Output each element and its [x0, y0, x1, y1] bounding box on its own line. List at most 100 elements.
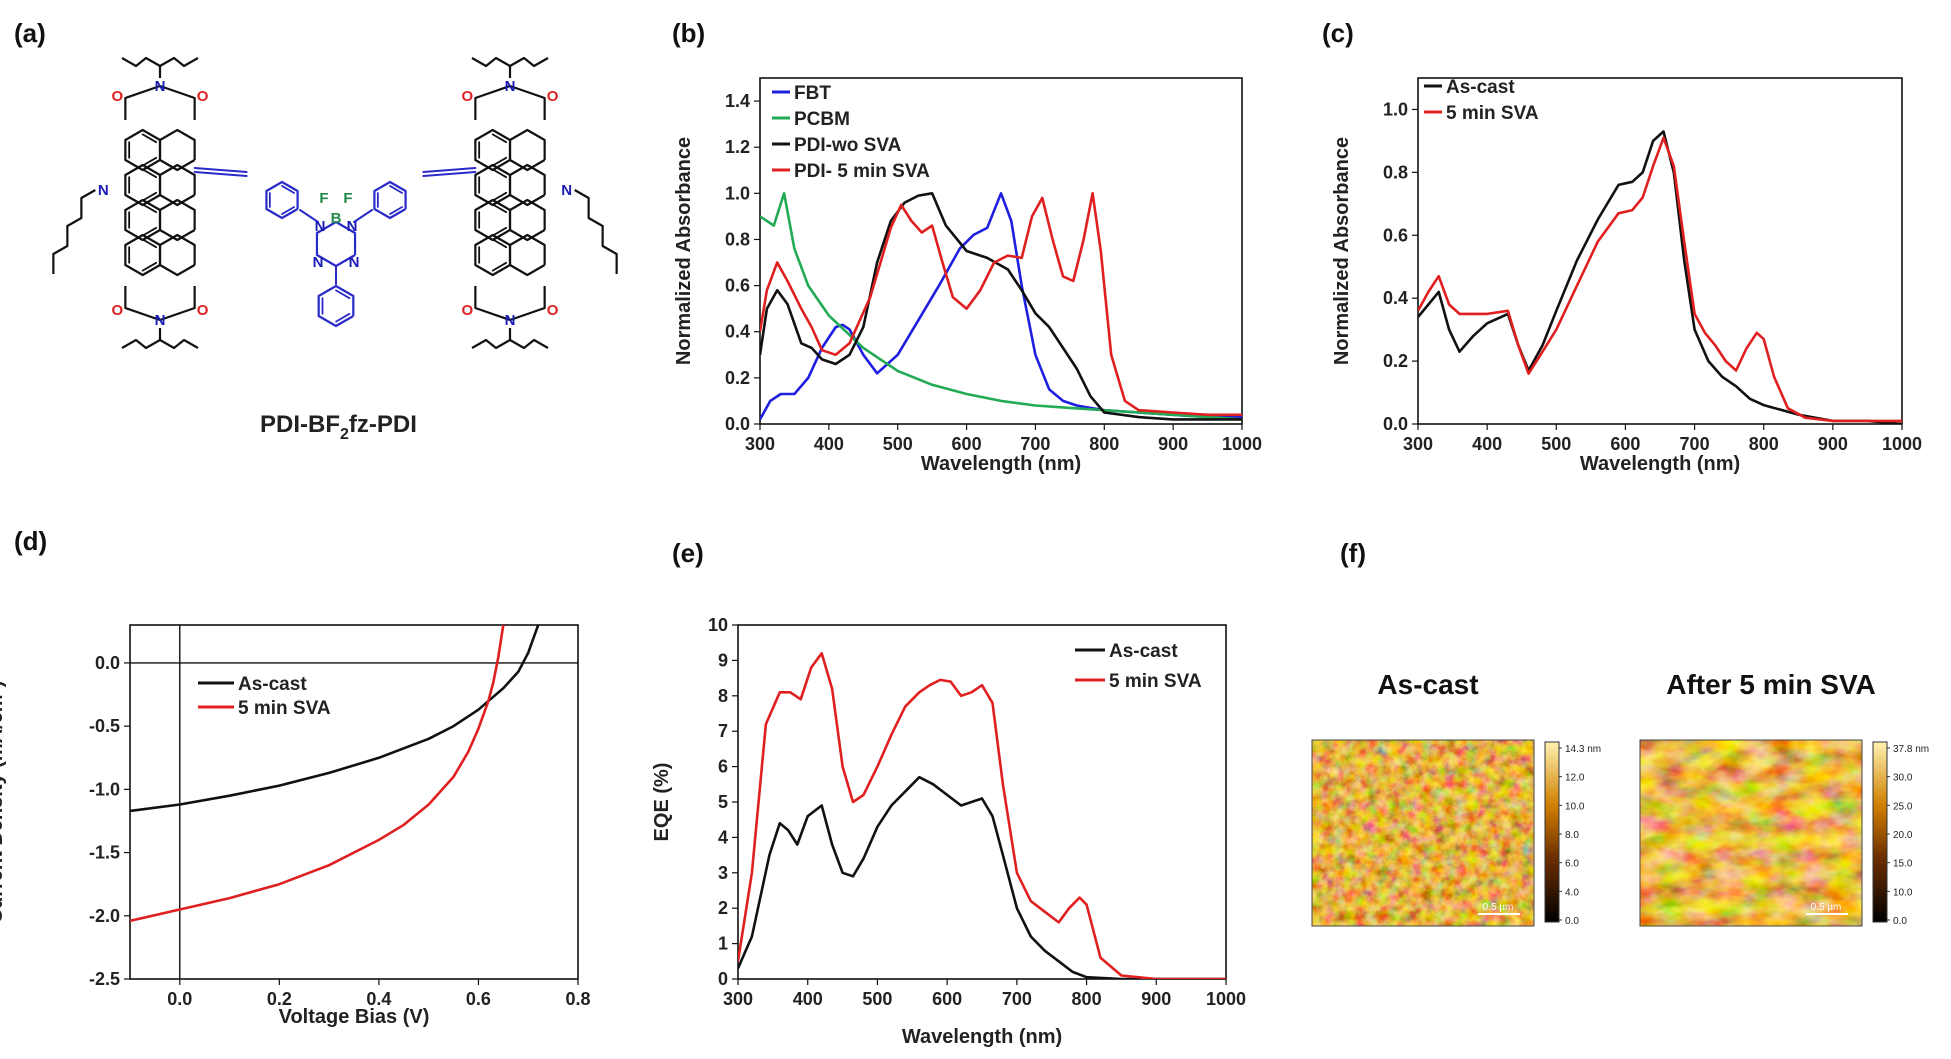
colorbar-tick-label: 12.0: [1565, 773, 1585, 784]
x-axis-label: Voltage Bias (V): [279, 1006, 430, 1028]
bond: [508, 198, 546, 242]
y-tick-label: -1.0: [89, 779, 120, 799]
bond: [141, 203, 158, 214]
bond: [193, 167, 248, 173]
afm-scale-bar-label: 0.5 µm: [1811, 902, 1842, 913]
bond: [335, 289, 351, 300]
bond: [141, 191, 158, 202]
x-tick-label: 600: [1610, 434, 1640, 454]
bond: [491, 168, 508, 179]
bond: [422, 171, 477, 177]
bond: [491, 156, 508, 167]
bond: [474, 286, 546, 322]
x-tick-label: 300: [723, 989, 753, 1009]
atom-oxygen: O: [197, 88, 209, 105]
atom-nitrogen: N: [561, 182, 572, 199]
bond: [574, 189, 618, 274]
bond: [491, 261, 508, 272]
panel-label-b: (b): [672, 18, 705, 48]
atom-oxygen: O: [547, 88, 559, 105]
afm-title-after-sva: After 5 min SVA: [1666, 669, 1876, 700]
chart-b-absorbance: 300 400 500 600 700 800 900 1000 0.0 0.2 0.4 0.6 0.8…: [673, 77, 1262, 475]
x-tick-label: 0.8: [565, 989, 590, 1009]
x-tick-label: 0.0: [167, 989, 192, 1009]
atom-fluorine: F: [343, 190, 352, 207]
panel-label-f: (f): [1340, 538, 1366, 568]
x-tick-label: 900: [1818, 434, 1848, 454]
panel-label-e: (e): [672, 538, 704, 568]
bond: [158, 198, 196, 242]
y-axis-label: Current Density (mA/cm2): [0, 681, 7, 924]
bond: [471, 56, 512, 78]
legend-label: PDI- 5 min SVA: [794, 161, 930, 182]
bond: [141, 156, 158, 167]
chart-d-jv-curve: 0.0 0.2 0.4 0.6 0.8 0.0 -0.5 -1.0 -1.5 -2.0 -2.5 Vo…: [0, 624, 591, 1028]
colorbar-tick-label: 0.0: [1565, 916, 1579, 927]
atom-nitrogen: N: [315, 218, 326, 235]
bond: [317, 284, 355, 328]
bond: [389, 206, 404, 215]
y-tick-label: 0: [718, 969, 728, 989]
chart-e-eqe: 300 400 500 600 700 800 900 1000 0 1 2 3 4 5 6 7 8 9 10 Wav…: [651, 615, 1246, 1048]
x-tick-label: 500: [862, 989, 892, 1009]
series-line-as-cast: [1418, 130, 1902, 424]
bond: [141, 238, 158, 249]
bond: [422, 167, 477, 173]
bond: [193, 171, 248, 177]
series-line-as-cast: [130, 625, 540, 813]
colorbar-tick-label: 14.3 nm: [1565, 744, 1601, 755]
x-tick-label: 0.2: [267, 989, 292, 1009]
atom-nitrogen: N: [505, 312, 516, 329]
bond: [121, 328, 162, 350]
colorbar-tick-label: 25.0: [1893, 801, 1913, 812]
y-tick-label: 0.6: [725, 276, 750, 296]
afm-colorbar-ticks-after-sva: 37.8 nm 30.0 25.0 20.0 15.0 10.0 0.0: [1887, 744, 1929, 927]
bond: [159, 56, 199, 68]
atom-nitrogen: N: [347, 218, 358, 235]
y-tick-label: 0.0: [725, 414, 750, 434]
bond: [509, 338, 549, 350]
y-tick-label: -1.5: [89, 843, 120, 863]
atom-fluorine: F: [319, 190, 328, 207]
atom-oxygen: O: [197, 302, 209, 319]
bond: [158, 233, 196, 277]
atom-oxygen: O: [462, 88, 474, 105]
y-tick-label: 0.8: [1383, 162, 1408, 182]
bond: [141, 133, 158, 144]
y-tick-label: 10: [708, 615, 728, 635]
afm-panel: As-cast After 5 min SVA 0.5 µm 14.3 nm 12…: [1311, 669, 1929, 927]
y-tick-label: 0.0: [95, 653, 120, 673]
afm-image-as-cast: [1312, 740, 1534, 926]
atom-nitrogen: N: [155, 312, 166, 329]
bond: [281, 206, 296, 215]
y-tick-label: -2.0: [89, 906, 120, 926]
afm-colorbar-as-cast: [1544, 741, 1560, 923]
afm-image-after-sva: [1640, 740, 1862, 926]
colorbar-tick-label: 10.0: [1565, 801, 1585, 812]
x-tick-label: 600: [932, 989, 962, 1009]
colorbar-tick-label: 0.0: [1893, 916, 1907, 927]
bond: [491, 203, 508, 214]
y-tick-label: 0.4: [725, 322, 750, 342]
x-tick-label: 300: [1403, 434, 1433, 454]
colorbar-tick-label: 10.0: [1893, 887, 1913, 898]
bond: [159, 338, 199, 350]
y-tick-label: 4: [718, 827, 728, 847]
molecule-name: PDI-BF2fz-PDI: [260, 411, 417, 443]
bond: [124, 286, 196, 322]
chart-c-absorbance: 300 400 500 600 700 800 900 1000 0.0 0.2 0.4 0.6 0.8…: [1331, 77, 1922, 475]
series-line-fbt: [760, 192, 1242, 421]
x-tick-label: 600: [952, 434, 982, 454]
x-tick-label: 1000: [1222, 434, 1262, 454]
legend-label: As-cast: [1109, 641, 1178, 662]
legend-label: FBT: [794, 83, 831, 104]
bond: [508, 233, 546, 277]
x-tick-label: 1000: [1206, 989, 1246, 1009]
series-line-as-cast: [738, 775, 1226, 979]
x-tick-label: 300: [745, 434, 775, 454]
atom-oxygen: O: [462, 302, 474, 319]
x-axis-label: Wavelength (nm): [1580, 453, 1740, 475]
y-tick-label: 1.0: [725, 183, 750, 203]
y-axis-label: EQE (%): [651, 763, 673, 842]
